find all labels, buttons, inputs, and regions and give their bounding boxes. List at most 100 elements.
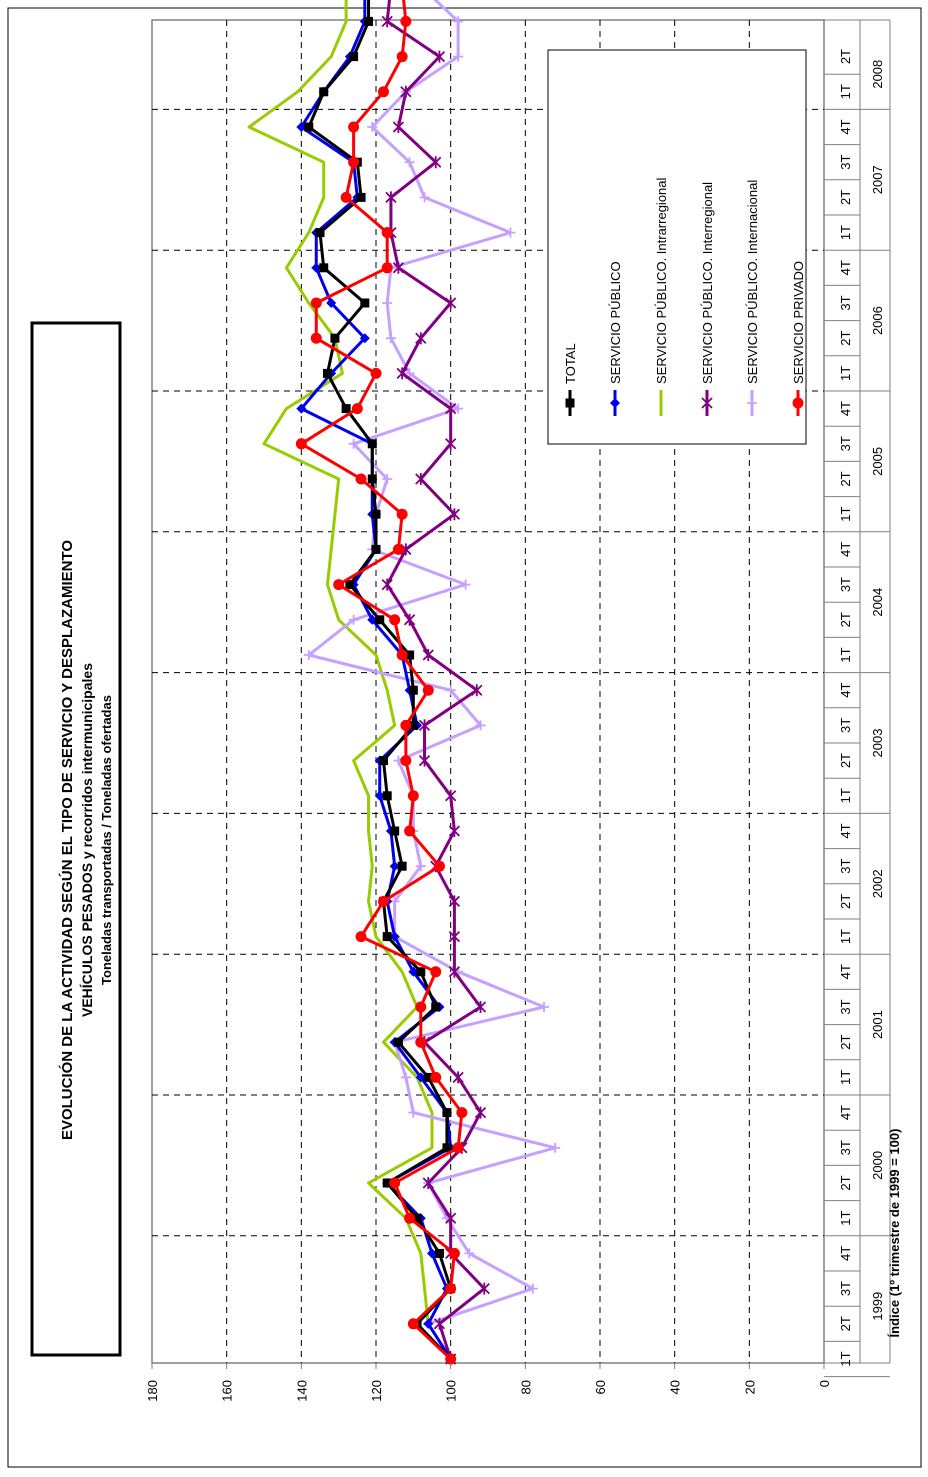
data-point	[348, 614, 359, 625]
data-point	[452, 1071, 464, 1084]
data-point	[478, 1282, 490, 1295]
legend-label: TOTAL	[563, 343, 578, 384]
y-tick-label: 60	[593, 1380, 608, 1394]
legend-label: SERVICIO PÚBLICO. Internacional	[745, 180, 760, 384]
data-point	[381, 578, 393, 591]
page-border	[7, 7, 922, 1468]
data-point	[456, 1107, 468, 1119]
series-line	[307, 0, 557, 1360]
data-point	[442, 1108, 452, 1118]
data-point	[431, 1002, 441, 1012]
year-label: 1999	[870, 1292, 885, 1321]
data-point	[364, 16, 374, 26]
quarter-label: 1T	[838, 225, 853, 240]
title-box-frame	[30, 321, 122, 1357]
quarter-label: 3T	[838, 859, 853, 874]
data-point	[405, 650, 415, 660]
data-point	[400, 1072, 411, 1083]
data-point	[445, 402, 457, 415]
data-point	[445, 1283, 457, 1295]
data-point	[448, 930, 461, 943]
data-point	[345, 580, 355, 590]
data-point	[377, 86, 389, 98]
data-point	[295, 438, 307, 450]
axis-layer: 0 20 40 60 80 100 120 140 160 180 1T 2T 3T 4T 1T 2T 3T 4T…	[145, 19, 891, 1402]
chart-subtitle: VEHÍCULOS PESADOS y recorridos intermuni…	[79, 663, 95, 1017]
data-point	[448, 895, 461, 908]
data-point	[464, 1248, 475, 1259]
data-point	[433, 1317, 446, 1330]
quarter-label: 4T	[838, 1105, 853, 1120]
data-point	[474, 1001, 487, 1013]
data-point	[415, 1072, 426, 1083]
data-point	[404, 825, 416, 837]
data-point	[418, 754, 431, 767]
data-point	[400, 15, 412, 27]
quarter-label: 3T	[838, 999, 853, 1014]
quarter-label: 4T	[838, 964, 853, 979]
series-0	[304, 0, 456, 1364]
data-point	[448, 965, 461, 978]
data-point	[550, 1142, 561, 1153]
data-point	[408, 1107, 419, 1118]
series-5	[295, 0, 468, 1365]
data-point	[404, 1212, 416, 1224]
quarter-label: 3T	[838, 718, 853, 733]
data-point	[400, 85, 412, 98]
data-point	[415, 1036, 427, 1048]
data-point	[310, 332, 322, 344]
data-point	[382, 1178, 392, 1188]
data-point	[381, 227, 393, 239]
quarter-label: 2T	[838, 471, 853, 486]
data-point	[310, 297, 322, 309]
data-point	[471, 684, 483, 697]
data-point	[349, 52, 359, 62]
data-point	[393, 1037, 403, 1047]
data-point	[415, 1001, 427, 1013]
data-point	[445, 789, 457, 802]
data-point	[303, 650, 314, 660]
quarter-label: 2T	[838, 894, 853, 909]
data-point	[404, 157, 415, 168]
y-tick-label: 20	[742, 1380, 757, 1394]
data-point	[381, 262, 393, 274]
quarter-label: 1T	[838, 84, 853, 99]
year-label: 2001	[870, 1010, 885, 1039]
data-point	[382, 791, 392, 801]
data-point	[400, 719, 412, 731]
data-point	[453, 403, 464, 414]
data-point	[747, 398, 757, 408]
data-point	[319, 263, 329, 273]
data-point	[360, 298, 370, 308]
data-point	[322, 368, 332, 378]
quarter-label: 3T	[838, 436, 853, 451]
data-point	[445, 685, 456, 696]
data-point	[389, 861, 400, 872]
quarter-label: 2T	[838, 190, 853, 205]
year-label: 2002	[870, 869, 885, 898]
data-point	[442, 1143, 452, 1153]
data-point	[453, 51, 464, 62]
data-point	[355, 473, 367, 485]
series-3	[381, 0, 490, 1365]
data-point	[422, 1177, 434, 1189]
quarter-label: 4T	[838, 401, 853, 416]
data-point	[539, 1002, 549, 1012]
data-point	[400, 755, 412, 767]
y-tick-label: 80	[518, 1380, 533, 1394]
data-point	[389, 1177, 401, 1189]
data-point	[396, 508, 408, 520]
data-point	[333, 579, 345, 591]
data-point	[565, 398, 575, 408]
quarter-label: 2T	[838, 331, 853, 346]
y-tick-label: 140	[294, 1380, 309, 1402]
y-tick-label: 180	[145, 1380, 160, 1402]
data-point	[389, 931, 400, 942]
data-point	[419, 192, 430, 203]
data-point	[460, 579, 471, 590]
year-label: 2008	[870, 60, 885, 89]
data-point	[430, 156, 442, 169]
quarter-label: 1T	[838, 788, 853, 803]
data-point	[404, 368, 415, 379]
